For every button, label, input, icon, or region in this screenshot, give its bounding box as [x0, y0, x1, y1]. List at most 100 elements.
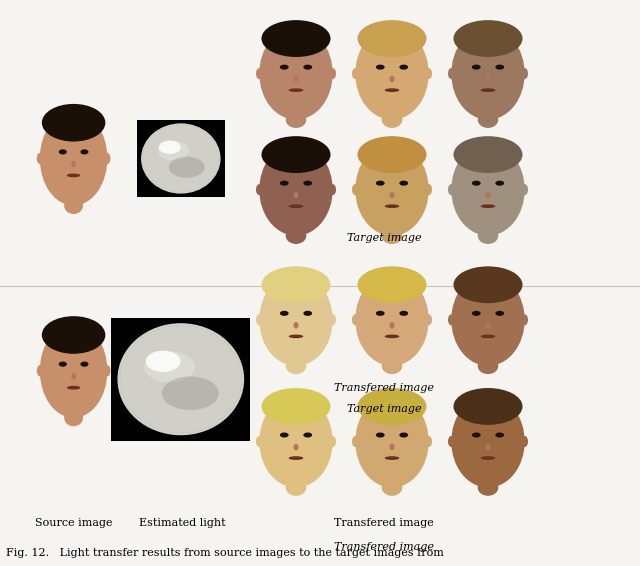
Ellipse shape	[358, 388, 426, 425]
Circle shape	[141, 123, 221, 194]
Ellipse shape	[36, 365, 43, 376]
Ellipse shape	[303, 181, 312, 186]
Ellipse shape	[426, 184, 432, 195]
Ellipse shape	[448, 184, 454, 195]
Ellipse shape	[355, 396, 429, 487]
Ellipse shape	[426, 436, 432, 447]
Ellipse shape	[454, 136, 522, 173]
Ellipse shape	[495, 311, 504, 316]
Ellipse shape	[385, 88, 399, 92]
Ellipse shape	[495, 65, 504, 70]
Ellipse shape	[381, 479, 403, 496]
Ellipse shape	[451, 144, 525, 235]
Ellipse shape	[330, 184, 336, 195]
Ellipse shape	[81, 149, 88, 155]
Ellipse shape	[293, 76, 299, 82]
Ellipse shape	[42, 104, 106, 142]
Ellipse shape	[399, 65, 408, 70]
Ellipse shape	[399, 311, 408, 316]
Ellipse shape	[389, 76, 395, 82]
Ellipse shape	[477, 479, 499, 496]
Ellipse shape	[36, 153, 43, 164]
Ellipse shape	[451, 274, 525, 366]
Ellipse shape	[104, 153, 111, 164]
Ellipse shape	[285, 228, 307, 244]
Text: Transfered image: Transfered image	[334, 383, 434, 393]
Ellipse shape	[157, 141, 189, 160]
Ellipse shape	[376, 65, 385, 70]
Ellipse shape	[522, 436, 528, 447]
Ellipse shape	[385, 204, 399, 208]
Ellipse shape	[285, 112, 307, 128]
Ellipse shape	[59, 149, 67, 155]
Ellipse shape	[472, 181, 481, 186]
Ellipse shape	[358, 20, 426, 57]
Ellipse shape	[256, 68, 262, 79]
Text: Target image: Target image	[347, 233, 421, 243]
Ellipse shape	[285, 479, 307, 496]
Ellipse shape	[289, 335, 303, 338]
Ellipse shape	[381, 112, 403, 128]
Text: Target image: Target image	[347, 404, 421, 414]
Ellipse shape	[481, 456, 495, 460]
Ellipse shape	[355, 144, 429, 235]
Circle shape	[118, 323, 244, 435]
Ellipse shape	[42, 316, 106, 354]
Ellipse shape	[303, 432, 312, 438]
Ellipse shape	[293, 322, 299, 328]
Ellipse shape	[389, 444, 395, 450]
Text: Fig. 12.   Light transfer results from source images to the target images from: Fig. 12. Light transfer results from sou…	[6, 547, 444, 558]
Ellipse shape	[485, 192, 491, 198]
Text: Source image: Source image	[35, 517, 113, 528]
Ellipse shape	[256, 314, 262, 325]
Ellipse shape	[262, 388, 330, 425]
Ellipse shape	[481, 204, 495, 208]
Ellipse shape	[389, 192, 395, 198]
Ellipse shape	[71, 373, 76, 380]
Ellipse shape	[64, 197, 83, 214]
Ellipse shape	[40, 112, 108, 205]
Ellipse shape	[330, 436, 336, 447]
Text: Estimated light: Estimated light	[139, 517, 226, 528]
Ellipse shape	[262, 136, 330, 173]
Ellipse shape	[256, 436, 262, 447]
Ellipse shape	[146, 351, 180, 372]
Ellipse shape	[477, 228, 499, 244]
Ellipse shape	[81, 362, 88, 367]
Ellipse shape	[522, 314, 528, 325]
Ellipse shape	[472, 432, 481, 438]
Ellipse shape	[352, 68, 358, 79]
Ellipse shape	[303, 311, 312, 316]
Ellipse shape	[289, 456, 303, 460]
Ellipse shape	[485, 322, 491, 328]
Ellipse shape	[376, 181, 385, 186]
Ellipse shape	[481, 88, 495, 92]
Ellipse shape	[448, 68, 454, 79]
Ellipse shape	[289, 204, 303, 208]
Ellipse shape	[330, 314, 336, 325]
Text: Transfered image: Transfered image	[334, 517, 434, 528]
Ellipse shape	[522, 68, 528, 79]
Ellipse shape	[477, 112, 499, 128]
Ellipse shape	[451, 396, 525, 487]
Ellipse shape	[352, 436, 358, 447]
Ellipse shape	[376, 432, 385, 438]
Text: Transfered image: Transfered image	[334, 542, 434, 552]
Ellipse shape	[280, 181, 289, 186]
Ellipse shape	[280, 311, 289, 316]
Ellipse shape	[477, 358, 499, 374]
Ellipse shape	[485, 444, 491, 450]
Ellipse shape	[495, 181, 504, 186]
Ellipse shape	[262, 267, 330, 303]
Ellipse shape	[448, 314, 454, 325]
Ellipse shape	[280, 432, 289, 438]
Ellipse shape	[385, 456, 399, 460]
Ellipse shape	[293, 192, 299, 198]
Ellipse shape	[71, 161, 76, 168]
Ellipse shape	[454, 20, 522, 57]
Ellipse shape	[162, 376, 219, 410]
Ellipse shape	[495, 432, 504, 438]
Ellipse shape	[399, 181, 408, 186]
Ellipse shape	[381, 358, 403, 374]
Ellipse shape	[451, 28, 525, 119]
